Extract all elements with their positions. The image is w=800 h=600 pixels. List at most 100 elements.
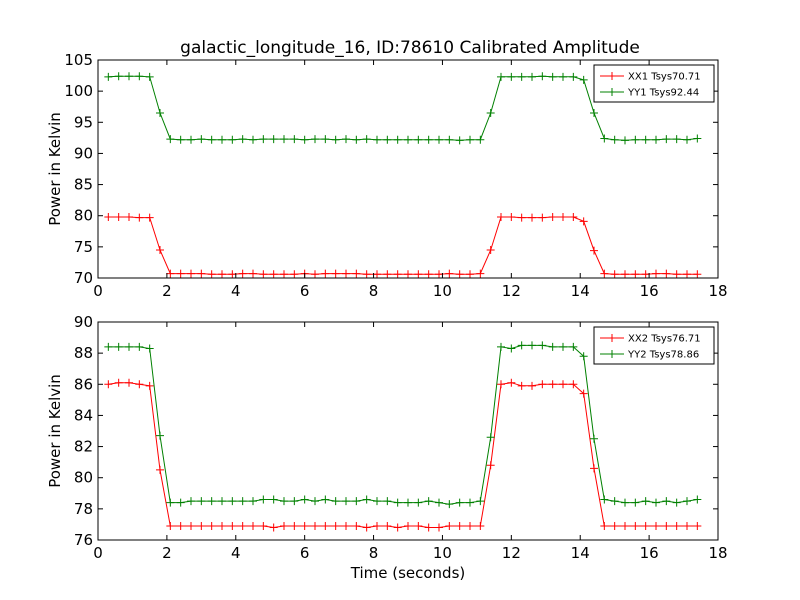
data-point [579,352,588,361]
x-tick-label: 6 [300,282,310,300]
legend-marker [608,88,616,96]
data-point [600,521,609,530]
data-point [207,135,216,144]
data-point [610,135,619,144]
data-point [683,135,691,144]
data-point [176,498,185,507]
data-point [497,212,505,221]
y-tick-label: 100 [64,82,93,100]
data-point [166,498,175,507]
data-point [672,498,681,507]
y-tick-label: 90 [74,313,93,331]
data-point [476,497,485,506]
series-line [108,344,698,505]
data-point [352,269,361,278]
data-point [269,135,278,144]
data-point [321,135,330,144]
data-point [590,108,598,117]
data-point [548,380,557,389]
data-point [187,497,195,506]
data-point [249,497,257,506]
data-point [445,500,454,509]
data-point [672,521,681,530]
data-point [114,72,123,81]
data-point [631,498,640,507]
data-point [311,497,319,506]
data-point [238,521,247,530]
data-point [404,521,412,530]
data-point [476,269,485,278]
data-point [228,521,237,530]
data-point [631,270,640,279]
legend-box [593,64,715,103]
data-point [466,498,474,507]
data-point [538,341,547,350]
data-point [342,135,350,144]
data-point [104,72,113,81]
data-point [145,381,154,390]
legend-marker [608,334,616,342]
data-point [404,270,412,279]
data-point [300,495,309,504]
series-line [108,75,698,141]
axes-frame [97,321,719,541]
data-point [176,521,185,530]
data-point [486,245,495,254]
data-point [373,497,381,506]
data-point [197,521,206,530]
data-point [424,135,433,144]
data-point [548,72,557,81]
y-tick-label: 105 [64,51,93,69]
legend-box [593,326,715,365]
x-axis-label: Time (seconds) [350,564,466,582]
data-point [662,497,671,506]
data-point [693,270,702,279]
y-tick-label: 85 [74,176,93,194]
data-point [228,497,237,506]
data-point [641,135,650,144]
data-point [145,72,154,81]
data-point [424,497,433,506]
legend-entry: XX2 Tsys76.71 [600,334,701,345]
data-point [207,270,216,279]
data-point [621,136,629,145]
data-point [621,521,629,530]
data-point [393,498,402,507]
data-point [373,270,381,279]
data-point [197,497,206,506]
data-point [269,270,278,279]
data-point [393,523,402,532]
data-point [528,341,536,350]
data-point [145,213,154,222]
data-point [672,270,681,279]
data-point [156,245,164,254]
data-point [662,269,671,278]
data-point [383,497,392,506]
data-point [373,521,381,530]
data-point [207,497,216,506]
data-point [435,498,443,507]
y-axis-label: Power in Kelvin [46,112,64,226]
data-point [683,497,691,506]
x-tick-label: 2 [162,544,172,562]
data-point [445,135,454,144]
data-point [404,135,412,144]
data-point [600,134,609,143]
data-point [311,270,319,279]
data-point [517,213,526,222]
data-point [290,270,299,279]
data-point [610,497,619,506]
data-point [559,380,567,389]
x-tick-label: 0 [93,282,103,300]
data-point [455,270,464,279]
legend-entry: YY2 Tsys78.86 [600,350,699,361]
x-tick-label: 18 [708,282,727,300]
data-point [497,380,505,389]
data-point [331,269,340,278]
x-tick-label: 14 [571,282,590,300]
data-point [435,270,443,279]
legend: XX2 Tsys76.71 YY2 Tsys78.86 [593,326,715,365]
data-point [259,495,268,504]
data-point [104,342,113,351]
data-point [528,381,536,390]
